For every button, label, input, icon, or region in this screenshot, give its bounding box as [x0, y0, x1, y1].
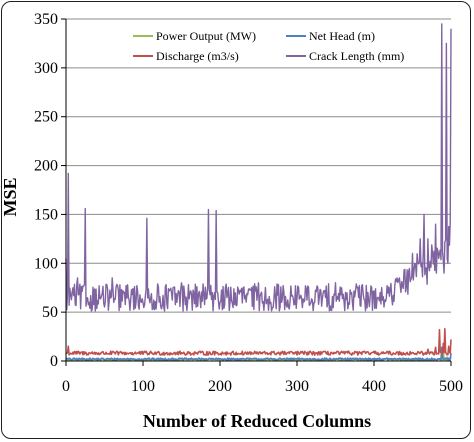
legend-label-power-output: Power Output (MW): [156, 29, 256, 43]
series-lines: [65, 23, 452, 362]
y-tick-label: 250: [34, 109, 58, 126]
x-tick-label: 0: [62, 378, 70, 395]
gridlines: [66, 18, 451, 313]
series-line-net-head-m: [65, 346, 452, 361]
legend-label-crack-length: Crack Length (mm): [309, 49, 404, 63]
x-tick-label: 200: [208, 378, 232, 395]
y-tick-label: 200: [34, 158, 58, 175]
y-tick-label: 50: [42, 304, 58, 321]
y-tick-label: 100: [34, 255, 58, 272]
x-tick-label: 300: [285, 378, 309, 395]
legend-label-discharge: Discharge (m3/s): [156, 49, 239, 63]
x-tick-label: 500: [439, 378, 463, 395]
legend: Power Output (MW) Net Head (m) Discharge…: [133, 29, 404, 63]
y-tick-label: 150: [34, 206, 58, 223]
y-tick-label: 300: [34, 60, 58, 77]
y-tick-label: 0: [50, 353, 58, 370]
x-axis-title: Number of Reduced Columns: [143, 411, 371, 431]
series-line-discharge-m3-s: [65, 327, 452, 356]
y-axis-title: MSE: [0, 177, 20, 216]
y-tick-label: 350: [34, 11, 58, 28]
x-tick-label: 100: [131, 378, 155, 395]
x-tick-label: 400: [362, 378, 386, 395]
series-line-crack-length-mm: [65, 23, 452, 312]
axes: 0 50 100 150 200 250 300 350 0 100 200 300 400 500: [34, 11, 463, 395]
legend-label-net-head: Net Head (m): [309, 29, 375, 43]
